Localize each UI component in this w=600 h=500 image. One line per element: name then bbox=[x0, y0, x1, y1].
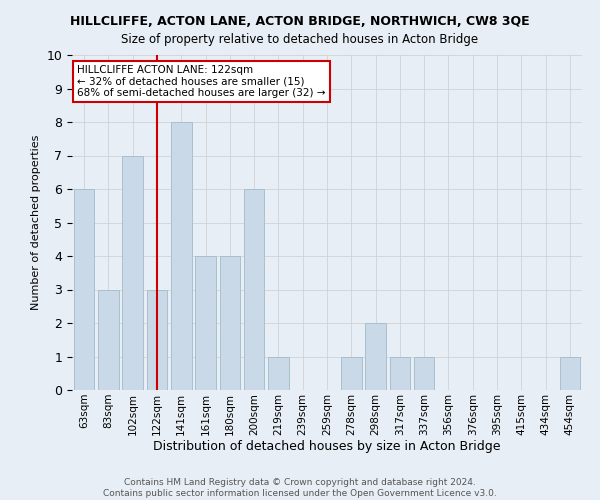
Bar bbox=[268, 356, 289, 390]
Text: Size of property relative to detached houses in Acton Bridge: Size of property relative to detached ho… bbox=[121, 32, 479, 46]
Bar bbox=[122, 156, 143, 390]
Bar bbox=[414, 356, 434, 390]
Bar bbox=[195, 256, 216, 390]
Y-axis label: Number of detached properties: Number of detached properties bbox=[31, 135, 41, 310]
Bar bbox=[389, 356, 410, 390]
Bar bbox=[171, 122, 191, 390]
Bar bbox=[74, 189, 94, 390]
Bar bbox=[220, 256, 240, 390]
Bar bbox=[341, 356, 362, 390]
Bar bbox=[560, 356, 580, 390]
Bar bbox=[98, 290, 119, 390]
X-axis label: Distribution of detached houses by size in Acton Bridge: Distribution of detached houses by size … bbox=[153, 440, 501, 454]
Bar bbox=[244, 189, 265, 390]
Text: HILLCLIFFE ACTON LANE: 122sqm
← 32% of detached houses are smaller (15)
68% of s: HILLCLIFFE ACTON LANE: 122sqm ← 32% of d… bbox=[77, 65, 326, 98]
Bar bbox=[146, 290, 167, 390]
Text: Contains HM Land Registry data © Crown copyright and database right 2024.
Contai: Contains HM Land Registry data © Crown c… bbox=[103, 478, 497, 498]
Bar bbox=[365, 323, 386, 390]
Text: HILLCLIFFE, ACTON LANE, ACTON BRIDGE, NORTHWICH, CW8 3QE: HILLCLIFFE, ACTON LANE, ACTON BRIDGE, NO… bbox=[70, 15, 530, 28]
